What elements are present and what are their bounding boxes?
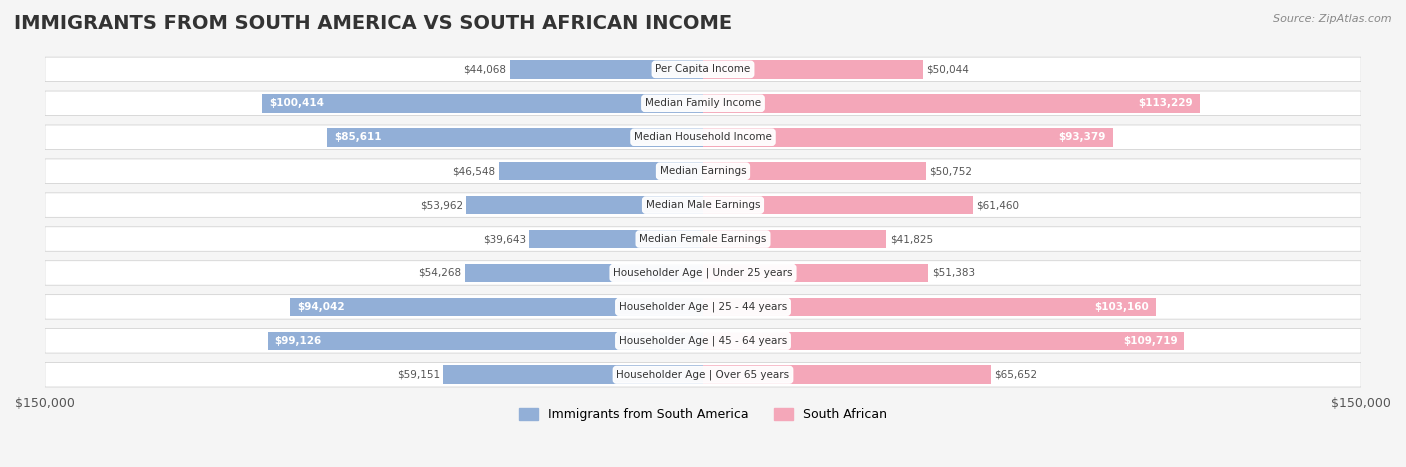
Bar	[269, 332, 703, 350]
Bar	[443, 366, 703, 384]
FancyBboxPatch shape	[45, 295, 1361, 319]
Text: $113,229: $113,229	[1139, 98, 1194, 108]
Legend: Immigrants from South America, South African: Immigrants from South America, South Afr…	[515, 403, 891, 426]
Bar	[529, 230, 703, 248]
Text: Median Male Earnings: Median Male Earnings	[645, 200, 761, 210]
FancyBboxPatch shape	[45, 329, 1361, 353]
Text: $85,611: $85,611	[335, 132, 381, 142]
Text: $65,652: $65,652	[994, 370, 1038, 380]
Text: $109,719: $109,719	[1123, 336, 1178, 346]
Text: $100,414: $100,414	[269, 98, 323, 108]
Bar	[703, 128, 1112, 147]
Text: $46,548: $46,548	[453, 166, 495, 176]
Text: $50,044: $50,044	[925, 64, 969, 74]
FancyBboxPatch shape	[45, 261, 1361, 285]
FancyBboxPatch shape	[45, 57, 1361, 82]
Bar	[328, 128, 703, 147]
Bar	[465, 264, 703, 282]
Text: $53,962: $53,962	[420, 200, 463, 210]
Text: $44,068: $44,068	[464, 64, 506, 74]
FancyBboxPatch shape	[45, 227, 1361, 251]
Text: $50,752: $50,752	[929, 166, 972, 176]
Text: $41,825: $41,825	[890, 234, 934, 244]
Bar	[263, 94, 703, 113]
Text: Source: ZipAtlas.com: Source: ZipAtlas.com	[1274, 14, 1392, 24]
Text: Median Family Income: Median Family Income	[645, 98, 761, 108]
FancyBboxPatch shape	[45, 362, 1361, 387]
Text: Householder Age | 25 - 44 years: Householder Age | 25 - 44 years	[619, 302, 787, 312]
Bar	[703, 230, 887, 248]
Bar	[703, 366, 991, 384]
Text: $59,151: $59,151	[396, 370, 440, 380]
Bar	[703, 196, 973, 214]
Text: Per Capita Income: Per Capita Income	[655, 64, 751, 74]
FancyBboxPatch shape	[45, 159, 1361, 184]
Bar	[509, 60, 703, 78]
Text: Median Household Income: Median Household Income	[634, 132, 772, 142]
Bar	[703, 162, 925, 180]
Bar	[499, 162, 703, 180]
Bar	[703, 94, 1199, 113]
Text: $94,042: $94,042	[297, 302, 344, 312]
FancyBboxPatch shape	[45, 91, 1361, 115]
Text: $61,460: $61,460	[976, 200, 1019, 210]
Bar	[703, 264, 928, 282]
Text: $51,383: $51,383	[932, 268, 974, 278]
Text: $99,126: $99,126	[274, 336, 322, 346]
Bar	[703, 332, 1184, 350]
Text: $39,643: $39,643	[482, 234, 526, 244]
FancyBboxPatch shape	[45, 125, 1361, 149]
Text: IMMIGRANTS FROM SOUTH AMERICA VS SOUTH AFRICAN INCOME: IMMIGRANTS FROM SOUTH AMERICA VS SOUTH A…	[14, 14, 733, 33]
Bar	[291, 297, 703, 316]
Bar	[703, 60, 922, 78]
FancyBboxPatch shape	[45, 193, 1361, 217]
Text: Median Earnings: Median Earnings	[659, 166, 747, 176]
Text: $54,268: $54,268	[419, 268, 461, 278]
Text: Householder Age | Over 65 years: Householder Age | Over 65 years	[616, 369, 790, 380]
Bar	[467, 196, 703, 214]
Text: Householder Age | Under 25 years: Householder Age | Under 25 years	[613, 268, 793, 278]
Text: $103,160: $103,160	[1094, 302, 1149, 312]
Text: Householder Age | 45 - 64 years: Householder Age | 45 - 64 years	[619, 336, 787, 346]
Text: Median Female Earnings: Median Female Earnings	[640, 234, 766, 244]
Bar	[703, 297, 1156, 316]
Text: $93,379: $93,379	[1059, 132, 1107, 142]
